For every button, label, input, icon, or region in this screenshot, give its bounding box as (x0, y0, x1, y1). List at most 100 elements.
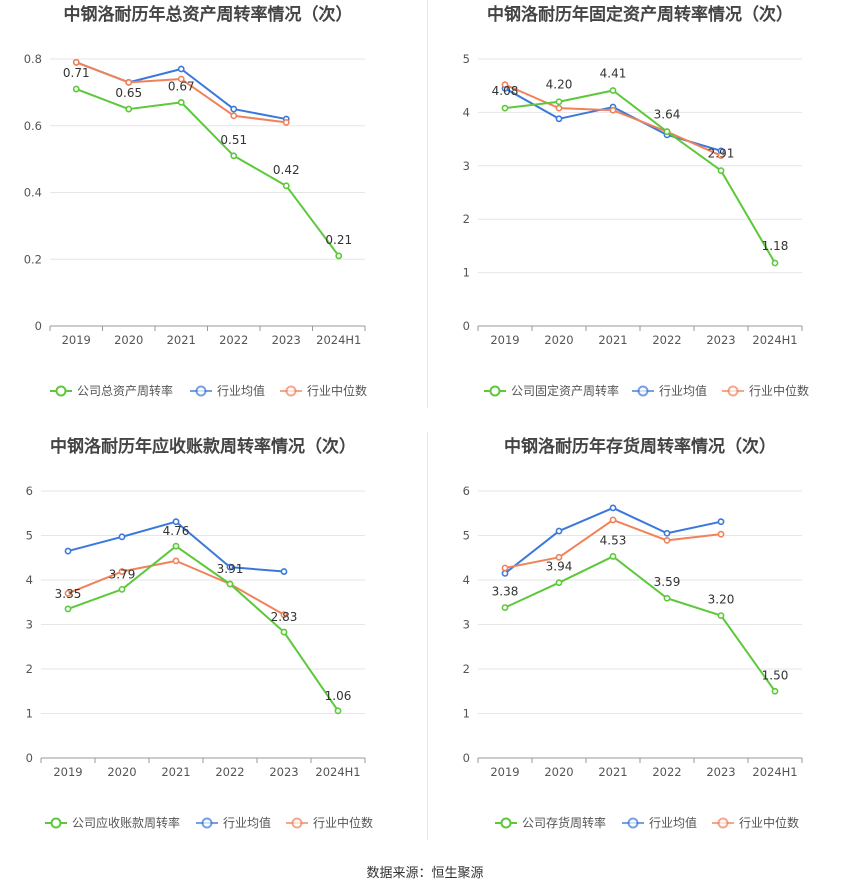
series-line-1 (504, 555, 776, 692)
data-point-series-1 (64, 605, 72, 613)
data-point-series-3 (280, 611, 288, 619)
x-tick-label: 2019 (490, 765, 519, 779)
legend-swatch-marker (55, 385, 67, 397)
data-point-series-1 (118, 585, 126, 593)
panel-divider-bottom (427, 432, 428, 840)
y-tick-label: 6 (463, 484, 470, 498)
data-point-series-3 (230, 112, 238, 120)
data-point-series-3 (609, 106, 617, 114)
data-point-series-2 (609, 504, 617, 512)
data-point-series-2 (717, 518, 725, 526)
chart-title: 中钢洛耐历年存货周转率情况（次） (504, 436, 776, 457)
data-label: 3.94 (546, 560, 573, 574)
legend-label: 行业中位数 (749, 383, 809, 398)
data-label: 3.35 (55, 587, 82, 601)
y-tick-label: 5 (463, 529, 470, 543)
data-point-series-3 (555, 104, 563, 112)
y-tick-label: 1 (463, 707, 470, 721)
data-label: 4.76 (163, 524, 190, 538)
data-point-series-3 (717, 530, 725, 538)
series-line-1 (67, 545, 339, 712)
panel-divider-top (427, 0, 428, 408)
legend-swatch-marker (489, 385, 501, 397)
chart-panel-2: 中钢洛耐历年固定资产周转率情况（次） 0 1 2 3 4 5 2019 2020 2021 2022… (463, 4, 809, 398)
x-tick-label: 2024H1 (752, 333, 797, 347)
y-tick-label: 0 (26, 751, 33, 765)
legend-swatch-marker (195, 385, 207, 397)
data-point-series-2 (555, 115, 563, 123)
y-tick-label: 2 (26, 662, 33, 676)
data-point-series-1 (334, 707, 342, 715)
chart-title: 中钢洛耐历年应收账款周转率情况（次） (50, 436, 356, 457)
legend-label: 行业均值 (649, 815, 697, 830)
chart-title: 中钢洛耐历年总资产周转率情况（次） (64, 4, 353, 25)
data-point-series-3 (72, 58, 80, 66)
series-line-1 (504, 89, 776, 264)
legend-label: 行业均值 (659, 383, 707, 398)
x-tick-label: 2022 (652, 765, 681, 779)
x-tick-label: 2023 (272, 333, 301, 347)
data-label: 2.91 (708, 147, 735, 161)
x-tick-label: 2022 (652, 333, 681, 347)
series-line-3 (504, 83, 722, 157)
data-point-series-1 (717, 167, 725, 175)
data-label: 0.65 (115, 86, 142, 100)
y-tick-label: 4 (463, 105, 470, 119)
y-tick-label: 0 (463, 751, 470, 765)
y-tick-label: 0.6 (24, 119, 42, 133)
y-tick-label: 4 (26, 573, 33, 587)
data-point-series-1 (663, 128, 671, 136)
data-point-series-1 (717, 612, 725, 619)
data-point-series-1 (555, 579, 563, 587)
x-tick-label: 2020 (114, 333, 143, 347)
data-point-series-2 (663, 529, 671, 537)
data-point-series-3 (118, 568, 126, 575)
data-point-series-1 (177, 98, 185, 106)
y-tick-label: 0.2 (24, 252, 42, 266)
data-label: 0.42 (273, 163, 300, 177)
x-tick-label: 2024H1 (315, 765, 360, 779)
chart-title: 中钢洛耐历年固定资产周转率情况（次） (487, 4, 793, 25)
data-point-series-3 (501, 564, 509, 572)
data-point-series-1 (280, 628, 288, 636)
x-tick-label: 2019 (62, 333, 91, 347)
x-tick-label: 2023 (706, 765, 735, 779)
data-point-series-1 (501, 104, 509, 112)
data-point-series-1 (172, 542, 180, 550)
data-label: 3.59 (654, 575, 681, 589)
data-point-series-1 (501, 604, 509, 611)
data-point-series-3 (177, 75, 185, 83)
y-tick-label: 0 (463, 319, 470, 333)
x-tick-label: 2020 (544, 765, 573, 779)
x-tick-label: 2021 (161, 765, 190, 779)
legend-label: 行业均值 (223, 815, 271, 830)
data-point-series-1 (226, 580, 234, 588)
legend-swatch-marker (637, 385, 649, 397)
data-point-series-1 (609, 553, 617, 560)
legend-swatch-marker (285, 385, 297, 397)
data-point-series-1 (335, 252, 343, 260)
data-point-series-3 (663, 536, 671, 544)
data-label: 3.91 (217, 562, 244, 576)
data-point-series-2 (177, 65, 185, 73)
data-point-series-1 (230, 152, 238, 160)
data-label: 3.79 (109, 567, 136, 581)
data-point-series-2 (172, 518, 180, 526)
legend-swatch-marker (727, 385, 739, 397)
data-label: 3.64 (654, 108, 681, 122)
data-point-series-2 (501, 569, 509, 577)
y-tick-label: 2 (463, 662, 470, 676)
data-label: 4.08 (492, 84, 519, 98)
x-tick-label: 2023 (269, 765, 298, 779)
data-point-series-1 (72, 85, 80, 93)
chart-panel-1: 中钢洛耐历年总资产周转率情况（次） 0 0.2 0.4 0.6 0.8 2019 2020 20… (24, 4, 367, 398)
data-label: 4.20 (546, 78, 573, 92)
x-tick-label: 2022 (215, 765, 244, 779)
x-tick-label: 2021 (598, 333, 627, 347)
data-point-series-2 (226, 563, 234, 571)
x-tick-label: 2023 (706, 333, 735, 347)
data-point-series-3 (555, 553, 563, 561)
series-line-1 (75, 88, 340, 257)
y-tick-label: 3 (463, 618, 470, 632)
